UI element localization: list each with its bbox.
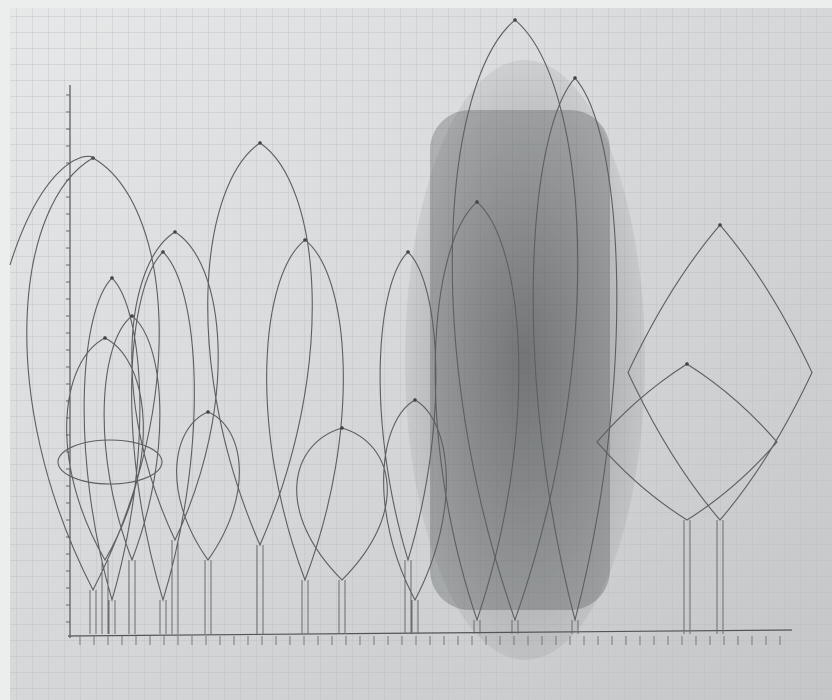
crown-top-dot (573, 76, 577, 80)
tree-crown (451, 19, 579, 622)
tree-crown (434, 201, 520, 622)
shadow (405, 60, 645, 660)
crown-top-dot (340, 426, 344, 430)
tree-crown (379, 251, 437, 562)
tree-crown (383, 399, 447, 602)
tree-crown (596, 363, 778, 521)
crown-top-dot (513, 18, 517, 22)
crown-top-dot (130, 314, 134, 318)
crown-top-dot (475, 200, 479, 204)
tree-crown (66, 337, 144, 562)
crown-top-dot (685, 362, 689, 366)
tree-crown (57, 439, 163, 485)
crown-top-dot (103, 336, 107, 340)
tree-crown (266, 239, 344, 582)
crown-top-dot (413, 398, 417, 402)
horizontal-axis (67, 629, 793, 637)
shadow-core (430, 110, 610, 610)
tree-crown (207, 142, 313, 547)
crown-top-dot (110, 276, 114, 280)
tree-crown (627, 224, 813, 521)
tree-crown (131, 251, 195, 602)
tree-drawings (9, 18, 813, 634)
tree-crown (131, 231, 219, 542)
crown-top-dot (258, 141, 262, 145)
crown-top-dot (161, 250, 165, 254)
crown-top-dot (206, 410, 210, 414)
crown-top-dot (718, 223, 722, 227)
crown-top-dot (406, 250, 410, 254)
crown-top-dot (303, 238, 307, 242)
axis-ticks (66, 94, 781, 645)
tree-crown (26, 157, 160, 592)
crown-top-dot (173, 230, 177, 234)
tree-crown (176, 411, 240, 561)
tree-crown (296, 427, 388, 581)
tree-crown (9, 155, 96, 266)
tree-crown (532, 77, 618, 621)
tree-crown (103, 315, 161, 562)
